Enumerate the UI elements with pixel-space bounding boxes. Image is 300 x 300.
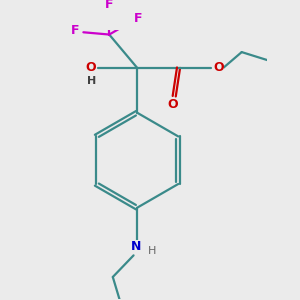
- Text: F: F: [134, 12, 142, 25]
- Text: F: F: [105, 0, 113, 11]
- Text: H: H: [87, 76, 96, 85]
- Text: O: O: [167, 98, 178, 111]
- Text: O: O: [86, 61, 97, 74]
- Text: H: H: [148, 246, 156, 256]
- Text: F: F: [71, 24, 80, 37]
- Text: N: N: [131, 240, 141, 253]
- Text: O: O: [213, 61, 224, 74]
